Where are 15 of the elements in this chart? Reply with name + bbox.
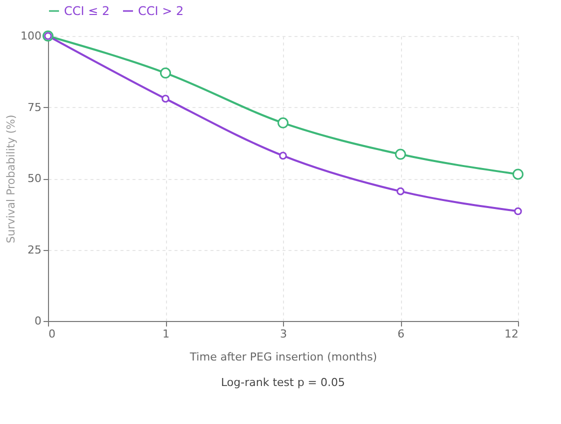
legend-label: CCI ≤ 2: [64, 4, 110, 18]
x-tick-label: 0: [48, 328, 56, 340]
y-tick-label: 25: [28, 243, 42, 256]
y-tick-label: 75: [28, 100, 42, 114]
x-tick-label: 12: [504, 328, 518, 340]
text: Log-rank test p = 0.05: [220, 376, 346, 389]
y-tick-label: 0: [34, 314, 42, 328]
x-tick-label: 3: [280, 328, 287, 340]
x-tick-label: 6: [398, 328, 404, 340]
x-tick-label: 1: [162, 328, 170, 340]
legend-label: CCI > 2: [138, 4, 184, 18]
x-axis-title: Time after PEG insertion (months): [188, 350, 378, 364]
y-tick-label: 100: [20, 30, 42, 42]
y-axis-title: Survival Probability (%): [4, 114, 18, 244]
y-tick-label: 50: [28, 172, 42, 185]
